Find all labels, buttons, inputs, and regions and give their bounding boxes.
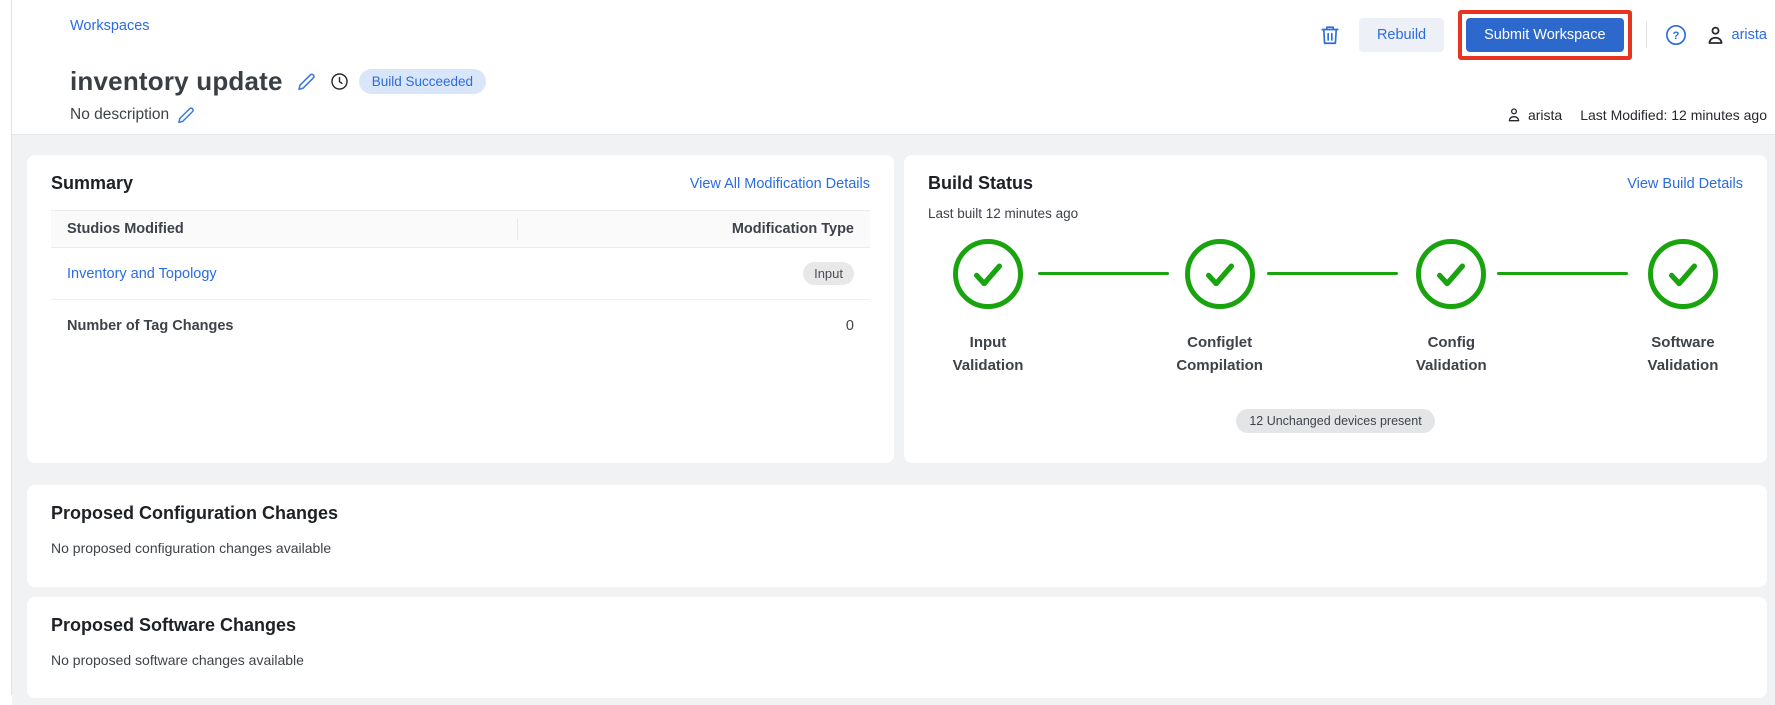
proposed-config-changes-card: Proposed Configuration Changes No propos…: [27, 485, 1767, 587]
proposed-config-empty-text: No proposed configuration changes availa…: [51, 540, 332, 556]
summary-table-header: Studios Modified Modification Type: [51, 210, 870, 248]
studio-link-inventory-and-topology[interactable]: Inventory and Topology: [67, 265, 217, 282]
build-stepper: Input Validation Configlet Compilation: [928, 239, 1743, 397]
page-title: inventory update: [70, 66, 283, 96]
proposed-software-title: Proposed Software Changes: [51, 615, 297, 635]
edit-pencil-icon: [297, 72, 316, 91]
column-modification-type: Modification Type: [731, 221, 854, 237]
breadcrumb-workspaces[interactable]: Workspaces: [70, 18, 150, 34]
step-label: Configlet Compilation: [1176, 334, 1263, 374]
user-icon: [1705, 25, 1726, 46]
svg-text:?: ?: [1672, 30, 1679, 42]
delete-workspace-button[interactable]: [1315, 20, 1345, 50]
tag-changes-value: 0: [845, 318, 854, 334]
step-input-validation: Input Validation: [928, 239, 1048, 377]
column-studios-modified: Studios Modified: [51, 218, 518, 240]
view-build-details-link[interactable]: View Build Details: [1627, 175, 1743, 192]
edit-title-button[interactable]: [293, 68, 320, 95]
rebuild-button[interactable]: Rebuild: [1358, 18, 1445, 52]
content-area: Summary View All Modification Details St…: [12, 135, 1775, 705]
check-circle-icon: [1647, 239, 1718, 309]
help-button[interactable]: ?: [1661, 20, 1691, 50]
trash-icon: [1319, 24, 1341, 46]
build-status-title: Build Status: [928, 173, 1034, 193]
step-label: Input Validation: [952, 334, 1024, 374]
check-circle-icon: [1416, 239, 1487, 309]
user-menu[interactable]: arista: [1705, 25, 1767, 46]
unchanged-devices-badge: 12 Unchanged devices present: [1236, 409, 1435, 433]
view-all-modification-details-link[interactable]: View All Modification Details: [689, 175, 870, 192]
last-modified-text: Last Modified: 12 minutes ago: [1580, 107, 1767, 123]
header-divider: [1645, 22, 1647, 48]
summary-title: Summary: [51, 173, 134, 193]
check-circle-icon: [953, 239, 1023, 309]
header-actions: Rebuild Submit Workspace ?: [1315, 10, 1767, 60]
proposed-software-changes-card: Proposed Software Changes No proposed so…: [27, 597, 1767, 698]
step-software-validation: Software Validation: [1623, 239, 1743, 377]
modified-by-user: arista: [1527, 107, 1563, 123]
summary-table: Studios Modified Modification Type Inven…: [51, 210, 870, 352]
build-status-badge: Build Succeeded: [358, 69, 487, 94]
summary-card: Summary View All Modification Details St…: [27, 155, 894, 463]
user-icon: [1506, 107, 1522, 123]
modification-type-badge: Input: [803, 262, 854, 285]
edit-pencil-icon: [177, 106, 195, 124]
submit-workspace-button[interactable]: Submit Workspace: [1466, 18, 1624, 52]
proposed-software-empty-text: No proposed software changes available: [51, 652, 304, 668]
red-highlight-annotation: Submit Workspace: [1458, 10, 1632, 60]
step-configlet-compilation: Configlet Compilation: [1160, 239, 1280, 377]
workspace-description: No description: [70, 106, 195, 124]
check-circle-icon: [1184, 239, 1255, 309]
clock-icon[interactable]: [330, 72, 349, 91]
step-config-validation: Config Validation: [1391, 239, 1511, 377]
proposed-config-title: Proposed Configuration Changes: [51, 503, 339, 523]
workspace-page: Workspaces Rebuild Submit Workspace: [11, 0, 1775, 705]
step-label: Software Validation: [1647, 334, 1719, 374]
last-modified-info: arista Last Modified: 12 minutes ago: [1506, 107, 1767, 123]
last-built-text: Last built 12 minutes ago: [928, 206, 1079, 221]
step-connector: [1038, 272, 1169, 275]
edit-description-button[interactable]: [177, 106, 195, 124]
user-name-link[interactable]: arista: [1731, 27, 1767, 43]
help-icon: ?: [1665, 24, 1687, 46]
table-row: Number of Tag Changes 0: [51, 300, 870, 352]
page-header: Workspaces Rebuild Submit Workspace: [12, 0, 1775, 135]
step-connector: [1497, 272, 1628, 275]
description-text: No description: [70, 106, 170, 123]
step-label: Config Validation: [1415, 334, 1487, 374]
table-row: Inventory and Topology Input: [51, 248, 870, 300]
step-connector: [1267, 272, 1398, 275]
tag-changes-label: Number of Tag Changes: [67, 318, 234, 334]
build-status-card: Build Status View Build Details Last bui…: [904, 155, 1767, 463]
